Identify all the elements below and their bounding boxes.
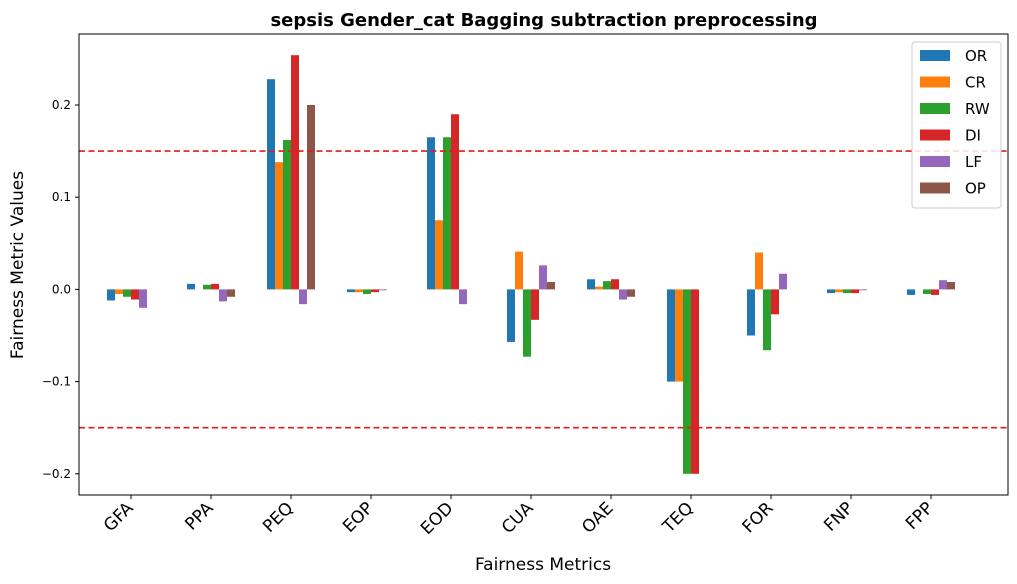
bar-cr-eod [435,220,443,290]
bar-di-eop [371,289,379,293]
bar-lf-fnp [859,289,867,291]
legend-label-rw: RW [965,100,990,118]
bar-lf-fpp [939,280,947,290]
y-axis: −0.2 −0.1 0.0 0.1 0.2 [42,98,79,481]
bar-cr-peq [275,162,283,290]
bar-lf-peq [299,289,307,305]
y-tick-label: −0.2 [42,467,71,481]
bar-op-oae [627,289,635,297]
x-tick-label: FNP [820,498,857,535]
bar-lf-oae [619,289,627,300]
bar-or-gfa [107,289,115,301]
bar-or-peq [267,79,275,290]
legend-label-di: DI [965,127,981,145]
bar-or-fnp [827,289,835,294]
x-tick-label: PPA [181,498,217,534]
bar-cr-for [755,252,763,290]
bar-di-gfa [131,289,139,300]
bar-rw-eop [363,289,371,295]
bar-lf-cua [539,265,547,290]
x-axis: GFA PPA PEQ EOP EOD CUA OAE TEQ FOR FNP FPP [100,495,938,539]
legend-label-op: OP [965,180,986,198]
legend-swatch-lf [920,156,950,167]
bar-cr-eop [355,289,363,293]
x-tick-label: CUA [498,498,538,538]
y-tick-label: 0.1 [52,190,71,204]
bar-op-fpp [947,282,955,290]
x-tick-label: PEQ [259,498,297,536]
y-tick-label: 0.0 [52,282,71,296]
bar-cr-fnp [835,289,843,293]
bar-or-eod [427,137,435,290]
legend-swatch-rw [920,103,950,114]
x-tick-label: EOP [339,498,377,536]
legend-swatch-di [920,129,950,141]
bar-lf-eop [379,289,387,291]
plot-area [78,33,1009,496]
x-tick-label: FPP [902,498,938,534]
bar-rw-fnp [843,289,851,294]
bar-lf-for [779,273,787,290]
bar-or-for [747,289,755,336]
bar-op-ppa [227,289,235,297]
bar-or-eop [347,289,355,293]
chart-title: sepsis Gender_cat Bagging subtraction pr… [270,10,817,31]
bar-di-oae [611,279,619,290]
bar-rw-cua [523,289,531,357]
bar-cr-gfa [115,289,123,295]
bar-rw-fpp [923,289,931,295]
x-tick-label: TEQ [658,498,697,537]
legend-swatch-or [920,50,950,61]
bar-cr-oae [595,286,603,290]
bar-or-teq [667,289,675,382]
plot-frame [78,33,1009,496]
bar-di-fnp [851,289,859,294]
bar-rw-gfa [123,289,131,297]
bar-rw-ppa [203,284,211,290]
bar-di-eod [451,114,459,290]
bar-di-peq [291,55,299,290]
legend-label-cr: CR [965,74,986,92]
bar-or-cua [507,289,515,342]
bar-cr-teq [675,289,683,382]
x-tick-label: FOR [739,498,778,537]
y-tick-label: 0.2 [52,98,71,112]
x-tick-label: OAE [578,498,617,537]
bar-rw-eod [443,137,451,290]
bar-rw-oae [603,281,611,290]
legend-swatch-cr [920,76,950,88]
x-tick-label: GFA [100,498,138,536]
bar-op-cua [547,282,555,290]
x-axis-label: Fairness Metrics [475,555,611,575]
bar-op-peq [307,104,315,290]
bar-cr-cua [515,251,523,290]
legend-label-lf: LF [965,153,982,171]
bar-rw-for [763,289,771,351]
bar-di-for [771,289,779,315]
bar-lf-eod [459,289,467,305]
bar-or-oae [587,279,595,290]
bar-di-ppa [211,283,219,290]
bar-di-fpp [931,289,939,295]
bar-rw-peq [283,140,291,290]
y-axis-label: Fairness Metric Values [8,171,28,359]
bar-di-teq [691,289,699,474]
bar-lf-gfa [139,289,147,308]
y-tick-label: −0.1 [42,375,71,389]
bar-di-cua [531,289,539,320]
bar-or-fpp [907,289,915,295]
legend: OR CR RW DI LF OP [911,41,1002,209]
bar-or-ppa [187,283,195,290]
bar-lf-ppa [219,289,227,302]
legend-swatch-op [920,182,950,194]
x-tick-label: EOD [417,498,457,538]
legend-label-or: OR [965,47,987,65]
bar-rw-teq [683,289,691,474]
